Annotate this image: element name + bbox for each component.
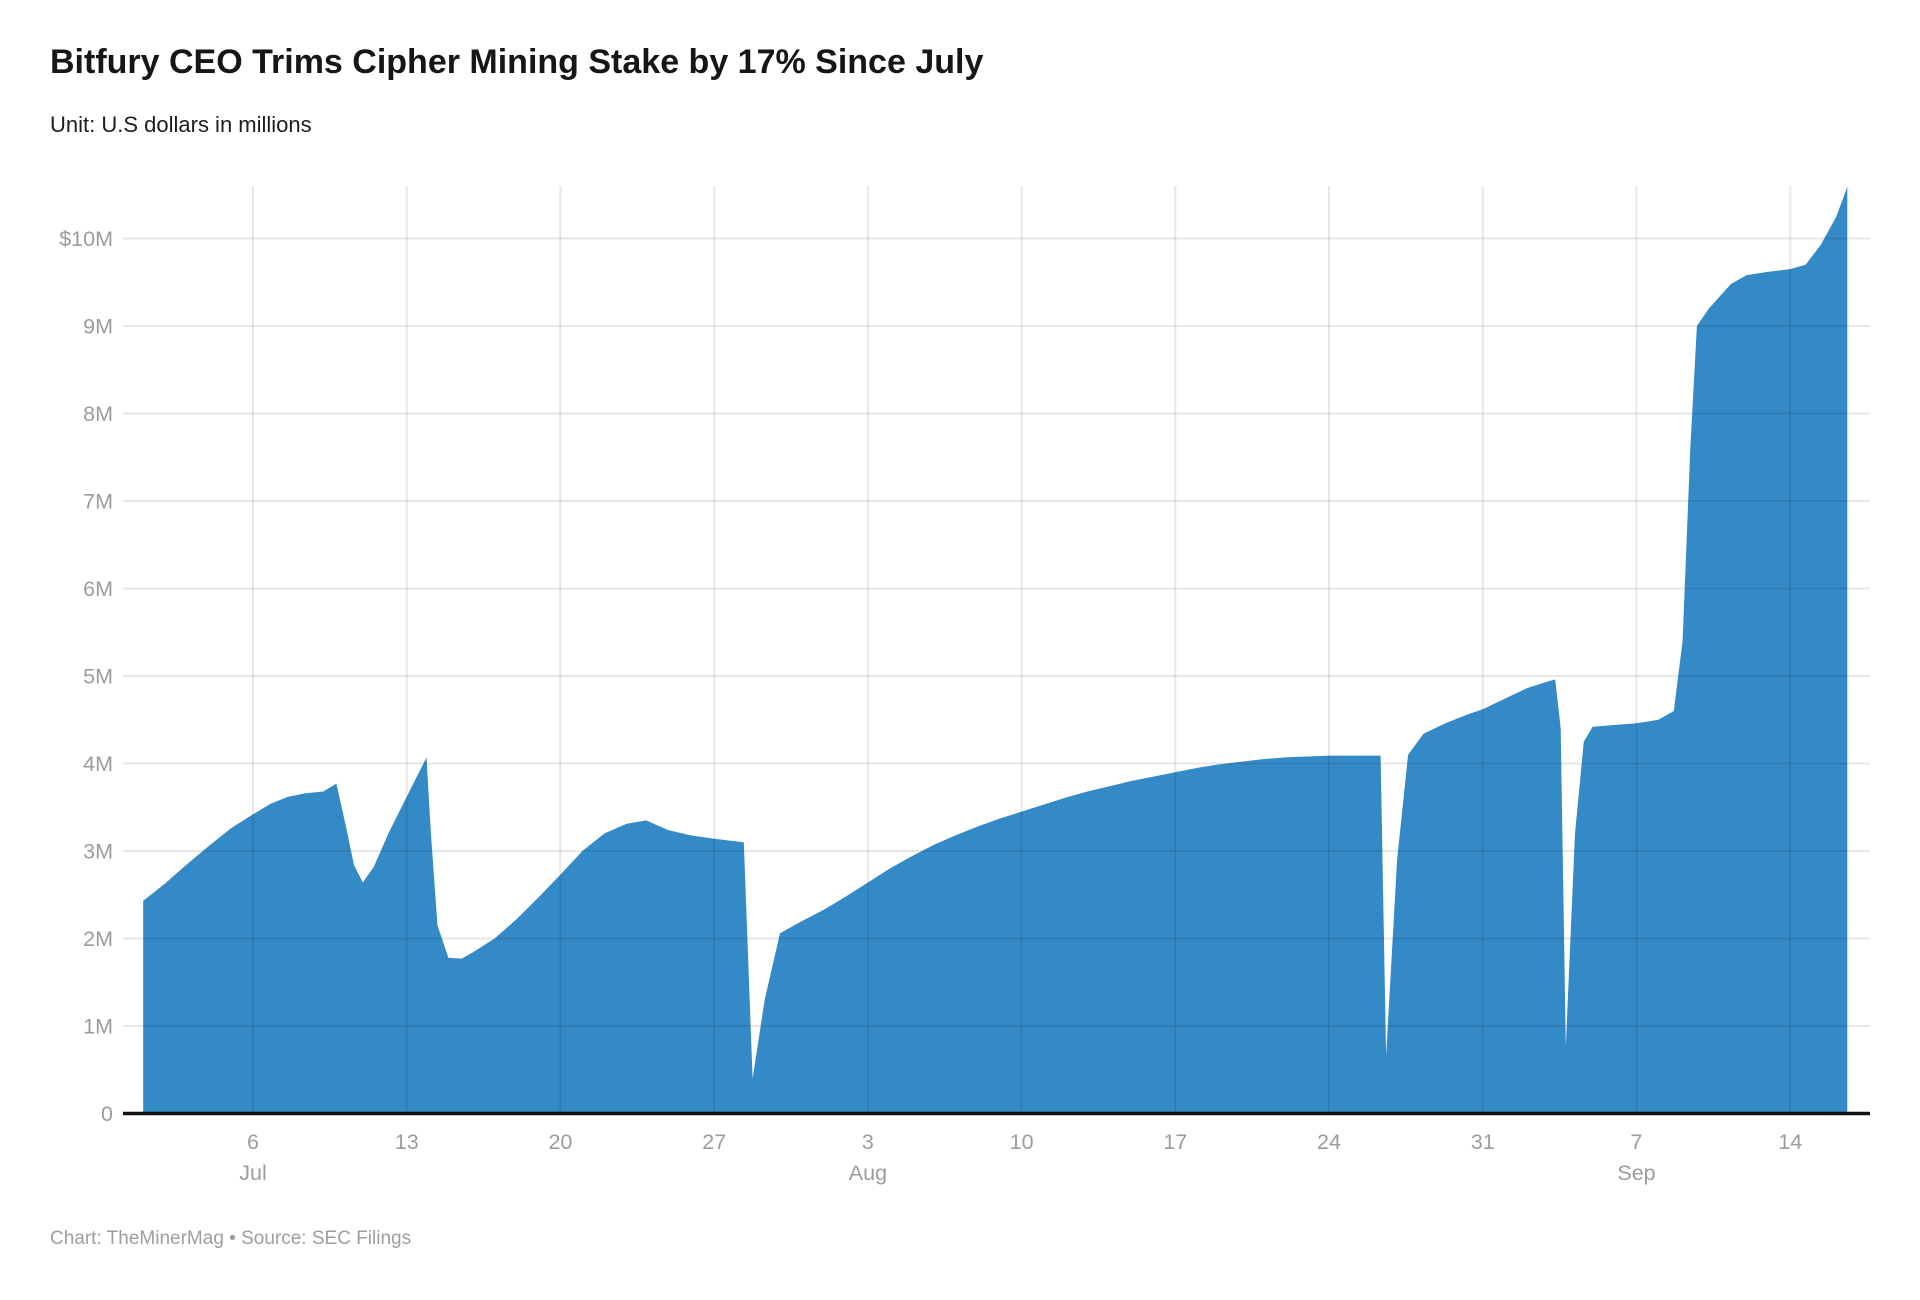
x-tick-label: 27 <box>702 1130 726 1154</box>
x-tick-label: 13 <box>395 1130 419 1154</box>
y-tick-label: 5M <box>83 665 113 689</box>
y-tick-label: 2M <box>83 927 113 951</box>
x-month-label: Aug <box>849 1161 887 1185</box>
x-tick-label: 6 <box>247 1130 259 1154</box>
x-tick-label: 17 <box>1163 1130 1187 1154</box>
x-tick-label: 7 <box>1631 1130 1643 1154</box>
area-series <box>143 186 1848 1114</box>
x-tick-label: 31 <box>1471 1130 1495 1154</box>
y-tick-label: 4M <box>83 752 113 776</box>
y-tick-label: 6M <box>83 577 113 601</box>
x-month-label: Sep <box>1617 1161 1655 1185</box>
y-tick-label: 7M <box>83 490 113 514</box>
x-month-label: Jul <box>239 1161 266 1185</box>
chart-subtitle: Unit: U.S dollars in millions <box>50 112 312 137</box>
y-tick-label: 1M <box>83 1015 113 1039</box>
x-tick-label: 20 <box>548 1130 572 1154</box>
x-tick-label: 24 <box>1317 1130 1341 1154</box>
x-tick-label: 14 <box>1778 1130 1802 1154</box>
x-tick-label: 3 <box>862 1130 874 1154</box>
y-tick-label: 0 <box>101 1102 113 1126</box>
y-tick-label: $10M <box>59 227 113 251</box>
x-tick-label: 10 <box>1010 1130 1034 1154</box>
y-tick-label: 3M <box>83 840 113 864</box>
y-tick-label: 8M <box>83 402 113 426</box>
y-tick-label: 9M <box>83 315 113 339</box>
page-title: Bitfury CEO Trims Cipher Mining Stake by… <box>50 43 984 81</box>
chart-footer-credit: Chart: TheMinerMag • Source: SEC Filings <box>50 1228 412 1249</box>
